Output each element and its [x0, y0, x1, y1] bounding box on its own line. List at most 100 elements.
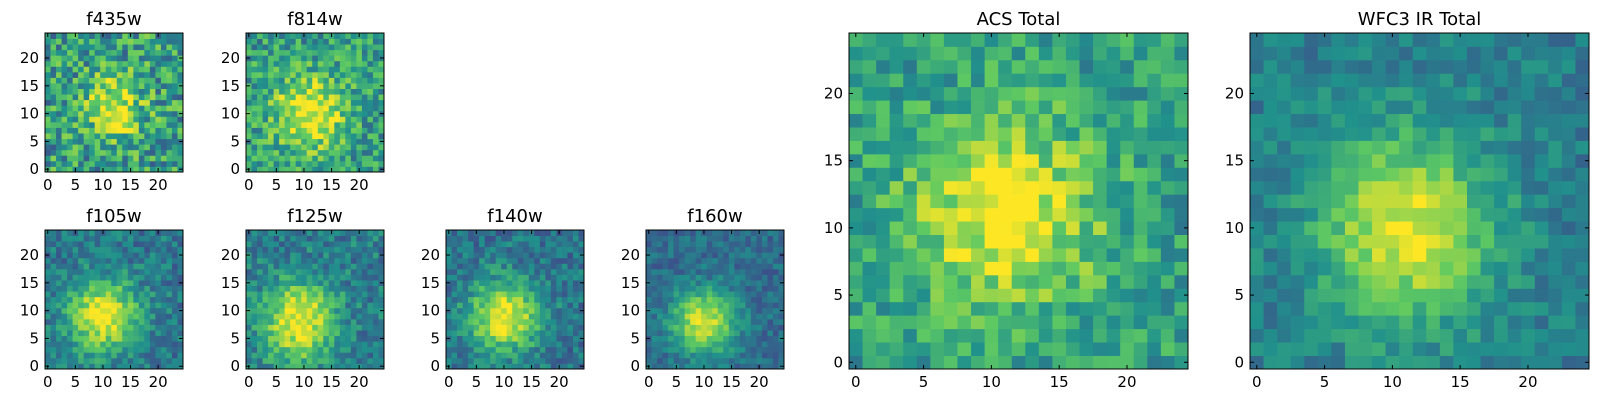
heatmap-cell [116, 285, 123, 292]
heatmap-cell [127, 335, 134, 342]
heatmap-cell [889, 234, 904, 249]
heatmap-cell [457, 257, 463, 264]
heatmap-cell [133, 302, 140, 309]
heatmap-cell [778, 274, 785, 281]
heatmap-cell [166, 268, 173, 275]
heatmap-cell [849, 167, 863, 182]
heatmap-cell [122, 341, 129, 348]
heatmap-cell [567, 280, 574, 286]
heatmap-cell [1025, 127, 1040, 141]
heatmap-cell [572, 313, 579, 320]
heatmap-cell [772, 263, 779, 270]
x-tick-label: 10 [694, 373, 713, 391]
heatmap-cell [501, 241, 508, 248]
heatmap-cell [723, 257, 730, 264]
heatmap-cell [451, 263, 458, 270]
heatmap-cell [122, 257, 129, 264]
heatmap-cell [262, 252, 269, 259]
heatmap-cell [127, 241, 134, 248]
heatmap-cell [67, 149, 73, 156]
heatmap-cell [690, 357, 697, 364]
heatmap-cell [45, 127, 51, 134]
heatmap-cell [556, 252, 563, 259]
heatmap-cell [133, 116, 140, 123]
heatmap-cell [567, 324, 574, 331]
heatmap-cell [339, 341, 346, 348]
heatmap-cell [56, 38, 62, 45]
heatmap-cell [257, 116, 263, 123]
heatmap-cell [78, 313, 85, 320]
heatmap-cell [479, 335, 486, 342]
heatmap-cell [1439, 261, 1454, 276]
heatmap-cell [279, 307, 286, 314]
heatmap-cell [367, 49, 374, 56]
heatmap-cell [138, 363, 145, 370]
heatmap-cell [1174, 355, 1189, 370]
heatmap-cell [1521, 167, 1536, 182]
heatmap-cell [268, 99, 274, 106]
heatmap-cell [506, 352, 513, 359]
heatmap-cell [1106, 167, 1121, 182]
heatmap-cell [306, 55, 313, 62]
heatmap-cell [323, 60, 330, 67]
heatmap-cell [534, 363, 541, 370]
heatmap-cell [67, 44, 73, 51]
heatmap-cell [462, 307, 469, 314]
heatmap-cell [149, 138, 156, 145]
x-tick-label: 5 [71, 373, 81, 391]
heatmap-cell [284, 302, 291, 309]
heatmap-cell [1426, 315, 1441, 330]
heatmap-cell [451, 335, 458, 342]
heatmap-cell [539, 324, 546, 331]
heatmap-cell [89, 280, 96, 286]
heatmap-cell [111, 330, 118, 337]
heatmap-cell [473, 296, 480, 303]
heatmap-cell [312, 318, 319, 325]
x-tick-label: 10 [93, 176, 112, 194]
heatmap-cell [345, 246, 352, 253]
heatmap-cell [273, 268, 280, 275]
heatmap-cell [56, 257, 62, 264]
heatmap-cell [105, 166, 112, 173]
heatmap-cell [930, 194, 945, 209]
heatmap-cell [862, 33, 877, 47]
heatmap-cell [149, 127, 156, 134]
heatmap-cell [246, 313, 252, 320]
heatmap-cell [306, 99, 313, 106]
heatmap-cell [473, 285, 480, 292]
heatmap-cell [1038, 194, 1053, 209]
heatmap-cell [1358, 274, 1373, 289]
heatmap-cell [567, 363, 574, 370]
heatmap-cell [328, 121, 335, 128]
heatmap-cell [72, 60, 79, 67]
heatmap-cell [105, 88, 112, 95]
heatmap-cell [144, 280, 151, 286]
heatmap-cell [468, 268, 474, 275]
heatmap-cell [1548, 248, 1563, 262]
heatmap-cell [257, 318, 263, 325]
heatmap-cell [490, 235, 497, 242]
heatmap-cell [556, 274, 563, 281]
heatmap-cell [61, 55, 68, 62]
heatmap-cell [903, 167, 918, 182]
heatmap-cell [127, 83, 134, 89]
heatmap-cell [1250, 221, 1264, 235]
heatmap-cell [306, 313, 313, 320]
heatmap-cell [473, 235, 480, 242]
heatmap-cell [646, 341, 652, 348]
heatmap-cell [273, 49, 280, 56]
heatmap-cell [251, 252, 258, 259]
heatmap-cell [473, 357, 480, 364]
heatmap-cell [105, 246, 112, 253]
heatmap-cell [971, 167, 985, 182]
heatmap-cell [717, 313, 724, 320]
heatmap-cell [122, 252, 129, 259]
heatmap-cell [166, 99, 173, 106]
heatmap-cell [306, 144, 313, 151]
heatmap-cell [273, 291, 280, 298]
heatmap-cell [756, 246, 763, 253]
heatmap-cell [361, 241, 368, 248]
heatmap-cell [378, 313, 385, 320]
heatmap-cell [166, 160, 173, 167]
heatmap-cell [83, 38, 90, 45]
